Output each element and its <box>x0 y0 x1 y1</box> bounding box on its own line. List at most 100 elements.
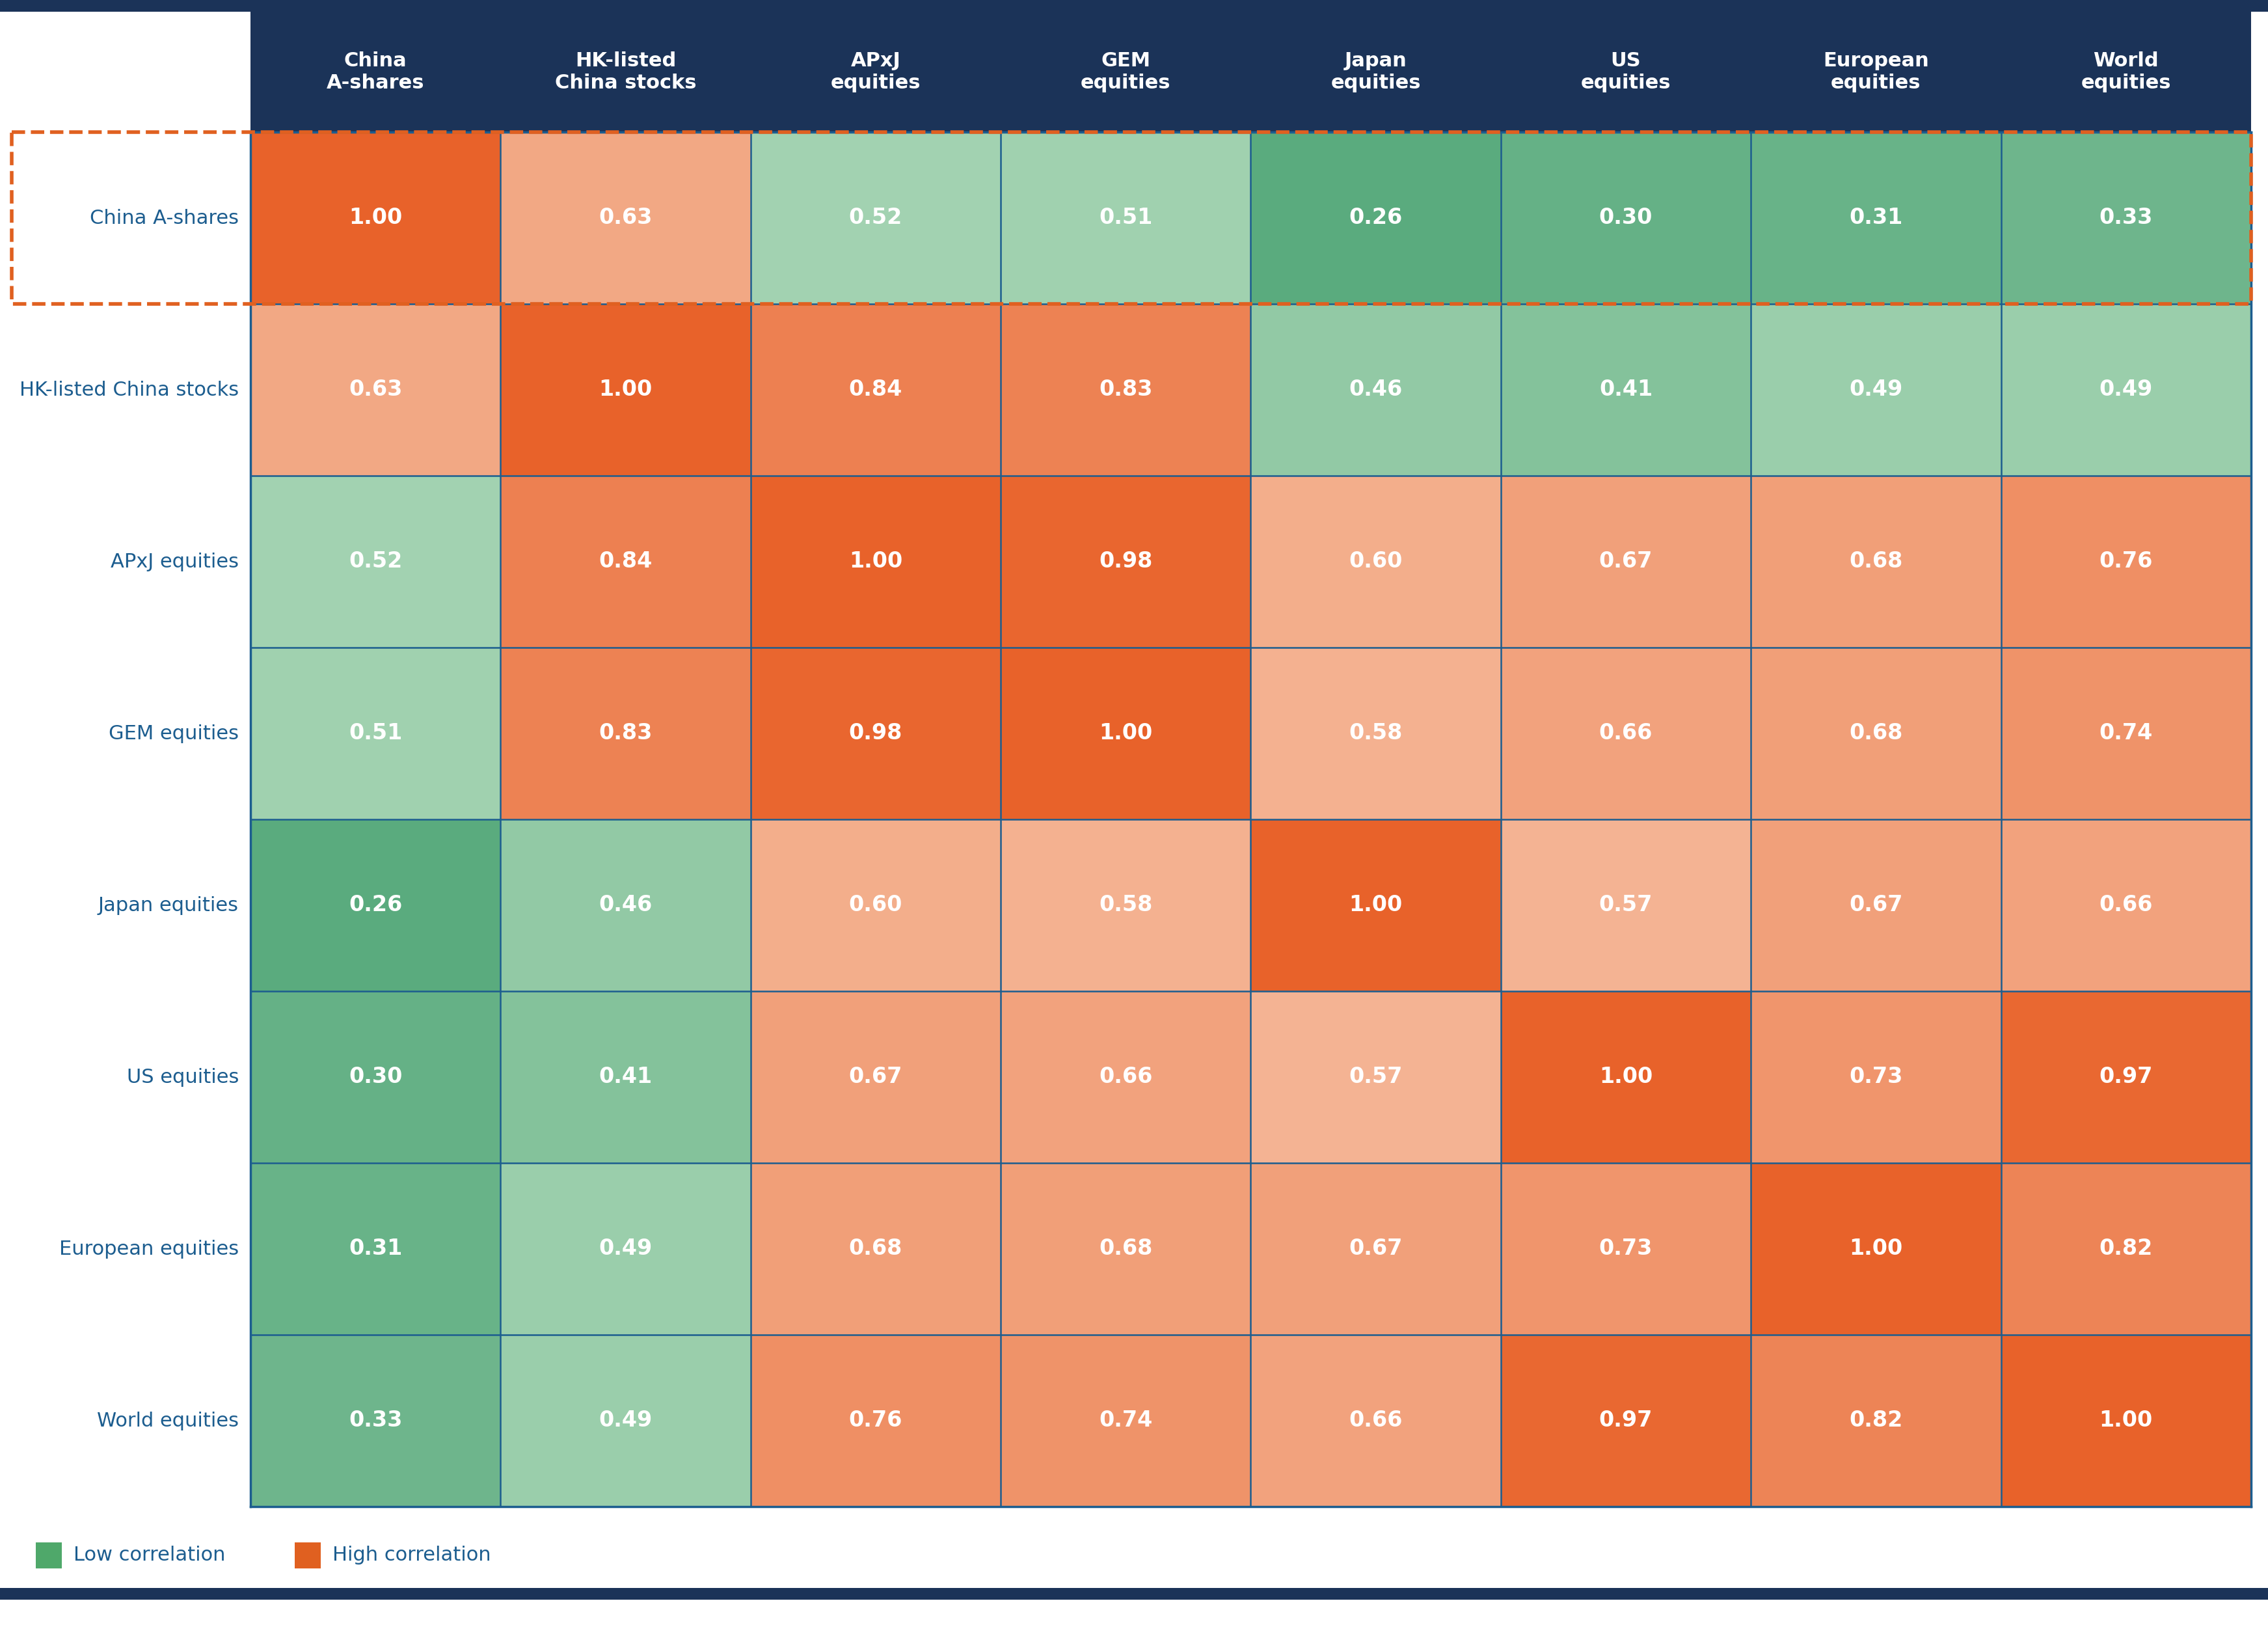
Text: 0.67: 0.67 <box>1349 1238 1402 1259</box>
Text: European
equities: European equities <box>1823 52 1928 93</box>
Text: HK-listed
China stocks: HK-listed China stocks <box>556 52 696 93</box>
Text: 0.73: 0.73 <box>1599 1238 1653 1259</box>
Text: 0.74: 0.74 <box>1100 1411 1152 1432</box>
Text: 0.73: 0.73 <box>1848 1066 1903 1088</box>
Bar <box>1250 1334 1501 1507</box>
Text: 0.33: 0.33 <box>349 1411 401 1432</box>
Text: 0.76: 0.76 <box>2100 552 2152 573</box>
Text: 1.00: 1.00 <box>349 207 401 229</box>
Text: 0.83: 0.83 <box>599 722 653 744</box>
Bar <box>1751 648 2000 820</box>
Text: 0.41: 0.41 <box>599 1066 653 1088</box>
Bar <box>1501 648 1751 820</box>
Bar <box>1250 648 1501 820</box>
Text: 0.26: 0.26 <box>349 895 401 916</box>
Bar <box>1250 1163 1501 1334</box>
Text: 1.00: 1.00 <box>1848 1238 1903 1259</box>
Text: 0.74: 0.74 <box>2100 722 2152 744</box>
Bar <box>1751 304 2000 475</box>
Text: 0.31: 0.31 <box>349 1238 401 1259</box>
Text: 1.00: 1.00 <box>599 379 653 400</box>
Bar <box>1000 1163 1250 1334</box>
Text: World equities: World equities <box>98 1411 238 1430</box>
Bar <box>751 820 1000 991</box>
Text: 0.46: 0.46 <box>599 895 653 916</box>
Bar <box>249 1163 501 1334</box>
Bar <box>1751 475 2000 648</box>
Bar <box>0 1588 2268 1599</box>
Text: 0.63: 0.63 <box>599 207 653 229</box>
Text: 1.00: 1.00 <box>1599 1066 1653 1088</box>
Bar <box>1000 991 1250 1163</box>
Bar <box>2000 820 2252 991</box>
Text: 0.26: 0.26 <box>1349 207 1402 229</box>
Text: 0.84: 0.84 <box>848 379 903 400</box>
Bar <box>249 11 2252 132</box>
Text: 0.66: 0.66 <box>1100 1066 1152 1088</box>
Bar <box>2000 1163 2252 1334</box>
Text: 0.84: 0.84 <box>599 552 653 573</box>
Text: APxJ equities: APxJ equities <box>111 552 238 571</box>
Text: GEM
equities: GEM equities <box>1080 52 1170 93</box>
Bar <box>751 475 1000 648</box>
Bar <box>501 648 751 820</box>
Bar <box>1751 991 2000 1163</box>
Text: High correlation: High correlation <box>333 1546 490 1565</box>
Text: 0.51: 0.51 <box>349 722 401 744</box>
Bar <box>2000 991 2252 1163</box>
Text: Low correlation: Low correlation <box>73 1546 225 1565</box>
Bar <box>2000 475 2252 648</box>
Text: 0.31: 0.31 <box>1848 207 1903 229</box>
Bar <box>501 475 751 648</box>
Text: 0.68: 0.68 <box>1848 552 1903 573</box>
Bar <box>1250 304 1501 475</box>
Bar <box>249 475 501 648</box>
Bar <box>501 820 751 991</box>
Text: 0.67: 0.67 <box>1848 895 1903 916</box>
Text: 0.49: 0.49 <box>599 1238 653 1259</box>
Bar <box>249 820 501 991</box>
Text: 0.49: 0.49 <box>599 1411 653 1432</box>
Bar <box>2000 132 2252 304</box>
Text: 0.57: 0.57 <box>1599 895 1653 916</box>
Text: 0.30: 0.30 <box>1599 207 1653 229</box>
Text: 0.67: 0.67 <box>848 1066 903 1088</box>
Text: 0.51: 0.51 <box>1100 207 1152 229</box>
Text: 0.33: 0.33 <box>2100 207 2152 229</box>
Bar <box>501 1334 751 1507</box>
Text: 0.98: 0.98 <box>1100 552 1152 573</box>
Bar <box>249 991 501 1163</box>
Bar <box>751 1163 1000 1334</box>
Text: Japan
equities: Japan equities <box>1331 52 1420 93</box>
Bar <box>1250 820 1501 991</box>
Text: 0.49: 0.49 <box>1848 379 1903 400</box>
Bar <box>1501 475 1751 648</box>
Text: US
equities: US equities <box>1581 52 1672 93</box>
Bar <box>11 132 2252 304</box>
Text: China
A-shares: China A-shares <box>327 52 424 93</box>
Text: Japan equities: Japan equities <box>98 896 238 914</box>
Bar <box>1000 1334 1250 1507</box>
Bar <box>0 0 2268 11</box>
Text: 1.00: 1.00 <box>1100 722 1152 744</box>
Text: 0.46: 0.46 <box>1349 379 1402 400</box>
Text: World
equities: World equities <box>2082 52 2170 93</box>
Bar <box>501 132 751 304</box>
Text: GEM equities: GEM equities <box>109 724 238 744</box>
Bar <box>1751 1334 2000 1507</box>
Bar <box>2000 304 2252 475</box>
Bar <box>1250 991 1501 1163</box>
Bar <box>1250 475 1501 648</box>
Bar <box>1751 820 2000 991</box>
Text: 0.58: 0.58 <box>1349 722 1402 744</box>
Text: 0.98: 0.98 <box>848 722 903 744</box>
Bar <box>1501 1163 1751 1334</box>
Text: 0.68: 0.68 <box>848 1238 903 1259</box>
Text: 0.67: 0.67 <box>1599 552 1653 573</box>
Bar <box>249 648 501 820</box>
Bar <box>501 991 751 1163</box>
Bar <box>751 648 1000 820</box>
Text: APxJ
equities: APxJ equities <box>830 52 921 93</box>
Bar <box>36 1542 61 1568</box>
Text: 0.68: 0.68 <box>1848 722 1903 744</box>
